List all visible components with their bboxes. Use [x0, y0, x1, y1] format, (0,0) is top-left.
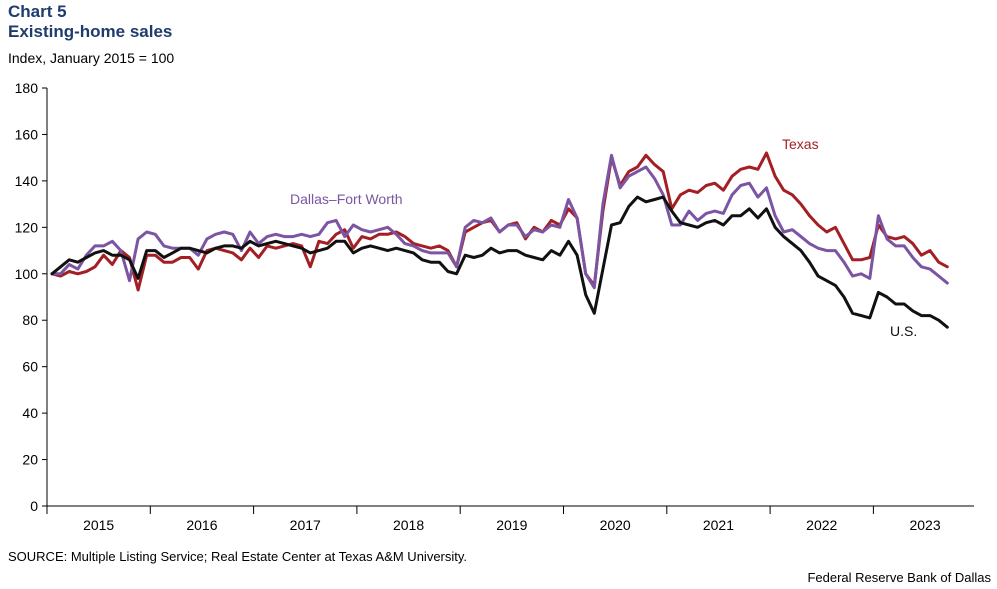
x-tick-label: 2021 [703, 517, 734, 533]
series-line-dallas-fort-worth [50, 153, 949, 290]
chart-title: Existing-home sales [8, 22, 173, 41]
x-tick-label: 2016 [186, 517, 217, 533]
x-tick-label: 2020 [600, 517, 631, 533]
series-line-u-s [50, 195, 949, 329]
x-tick-label: 2015 [83, 517, 114, 533]
x-tick-label: 2023 [909, 517, 940, 533]
series-lines [50, 151, 949, 329]
source-note: SOURCE: Multiple Listing Service; Real E… [8, 549, 468, 564]
x-tick-label: 2019 [496, 517, 527, 533]
y-tick-label: 80 [22, 312, 38, 328]
series-label-texas: Texas [782, 136, 819, 152]
chart-subtitle: Index, January 2015 = 100 [8, 50, 175, 66]
y-tick-label: 160 [15, 126, 39, 142]
y-tick-label: 60 [22, 359, 38, 375]
credit-line: Federal Reserve Bank of Dallas [807, 570, 991, 585]
axes: 0 20 40 60 80 100 120 140 160 180 2015 2016 2017 2018… [15, 80, 974, 533]
y-tick-label: 140 [15, 173, 39, 189]
y-tick-label: 40 [22, 405, 38, 421]
y-tick-label: 100 [15, 266, 39, 282]
y-tick-label: 20 [22, 452, 38, 468]
x-tick-label: 2018 [393, 517, 424, 533]
series-label-dallas-fort-worth: Dallas–Fort Worth [290, 191, 403, 207]
y-tick-label: 0 [30, 498, 38, 514]
series-label-us: U.S. [890, 323, 917, 339]
y-tick-label: 180 [15, 80, 39, 96]
chart-label: Chart 5 [8, 2, 67, 21]
line-chart: 0 20 40 60 80 100 120 140 160 180 2015 2016 2017 2018… [15, 80, 974, 533]
y-tick-label: 120 [15, 219, 39, 235]
x-tick-label: 2017 [290, 517, 321, 533]
x-tick-label: 2022 [806, 517, 837, 533]
